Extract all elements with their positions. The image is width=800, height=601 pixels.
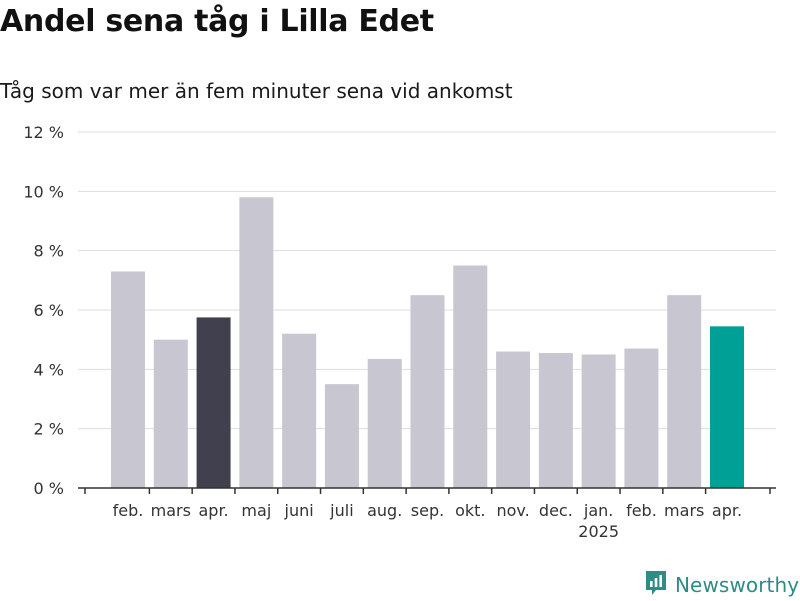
bar xyxy=(410,295,445,488)
bar xyxy=(710,326,744,488)
y-tick-label: 10 % xyxy=(23,182,64,201)
chart-title: Andel sena tåg i Lilla Edet xyxy=(0,4,434,39)
x-tick-label: juni xyxy=(284,501,314,520)
x-tick-label: sep. xyxy=(411,501,444,520)
y-tick-label: 2 % xyxy=(34,420,64,439)
bar xyxy=(581,354,616,488)
tick-labels: 0 %2 %4 %6 %8 %10 %12 %feb. mars apr. maj ju… xyxy=(23,123,742,541)
x-tick-label: mars xyxy=(664,501,704,520)
x-tick-label: juli xyxy=(329,501,353,520)
bar xyxy=(153,339,188,488)
bar xyxy=(538,353,573,488)
bar xyxy=(496,351,531,488)
y-tick-label: 6 % xyxy=(34,301,64,320)
bar xyxy=(282,333,317,488)
x-tick-label: okt. xyxy=(455,501,485,520)
x-tick-label: mars xyxy=(151,501,191,520)
x-year-label: 2025 xyxy=(578,522,619,541)
x-tick-label: feb. xyxy=(626,501,657,520)
bar xyxy=(453,265,488,488)
y-tick-label: 0 % xyxy=(34,479,64,498)
x-tick-label: nov. xyxy=(496,501,529,520)
newsworthy-logo-icon xyxy=(644,569,668,601)
x-tick-label: dec. xyxy=(539,501,573,520)
bar xyxy=(624,348,659,488)
x-tick-label: aug. xyxy=(367,501,402,520)
chart-subtitle: Tåg som var mer än fem minuter sena vid … xyxy=(0,79,513,103)
x-tick-label: feb. xyxy=(113,501,144,520)
bars xyxy=(111,197,744,488)
bar xyxy=(196,317,231,488)
newsworthy-brand: Newsworthy xyxy=(644,570,799,600)
brand-name: Newsworthy xyxy=(675,573,800,597)
x-axis xyxy=(78,487,776,494)
bar-chart: 0 %2 %4 %6 %8 %10 %12 %feb. mars apr. maj ju… xyxy=(23,123,776,541)
bar xyxy=(111,271,145,488)
x-tick-label: jan. xyxy=(583,501,613,520)
x-tick-label: apr. xyxy=(198,501,228,520)
y-tick-label: 12 % xyxy=(23,123,64,142)
bar xyxy=(367,358,402,488)
bar xyxy=(667,295,702,488)
bar xyxy=(324,384,359,488)
y-tick-label: 8 % xyxy=(34,242,64,261)
y-tick-label: 4 % xyxy=(34,360,64,379)
bar xyxy=(239,197,274,488)
x-tick-label: maj xyxy=(241,501,271,520)
x-tick-label: apr. xyxy=(712,501,742,520)
